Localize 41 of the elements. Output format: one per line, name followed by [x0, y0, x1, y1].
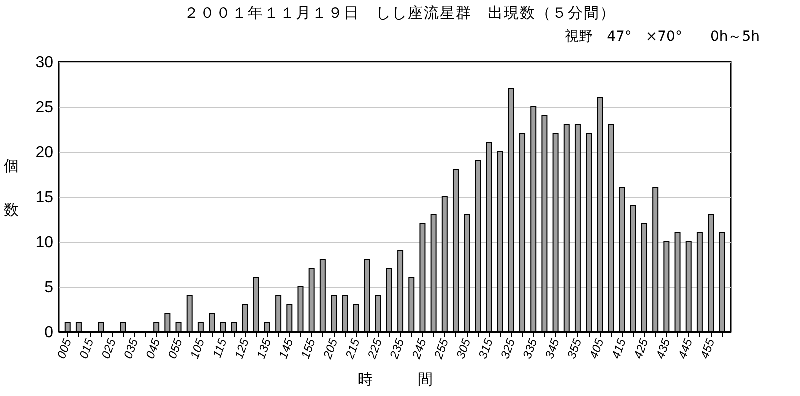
x-tick-label: 145: [276, 336, 296, 361]
x-tick-label: 035: [120, 336, 142, 361]
x-tick-label: 425: [631, 336, 652, 361]
x-tick-label: 305: [454, 336, 474, 361]
x-tick-label: 315: [476, 336, 496, 361]
x-tick-label: 335: [520, 336, 540, 361]
x-tick-label: 155: [298, 336, 319, 361]
x-tick-label: 105: [188, 336, 208, 361]
x-tick-label: 235: [386, 336, 408, 362]
x-tick-label: 135: [254, 336, 274, 361]
x-tick-label: 025: [98, 336, 119, 361]
x-tick-label: 415: [608, 336, 630, 361]
x-axis-title: 時 間: [358, 370, 433, 388]
x-tick-label: 115: [210, 336, 230, 360]
x-tick-label: 215: [342, 336, 363, 362]
y-tick-label: 5: [44, 280, 54, 296]
x-tick-label: 445: [675, 336, 696, 361]
y-tick-label: 20: [36, 144, 54, 162]
x-tick-label: 245: [408, 336, 430, 362]
chart-subtitle: 視野 47° ×70° 0h～5h: [565, 28, 760, 46]
y-tick-label: 15: [36, 190, 54, 206]
x-tick-label: 455: [698, 336, 718, 361]
x-tick-label: 225: [364, 336, 386, 362]
x-tick-label: 255: [431, 336, 452, 362]
x-tick-label: 345: [542, 336, 562, 361]
x-tick-label: 325: [498, 336, 518, 361]
x-tick-label: 055: [165, 336, 186, 361]
y-tick-label: 25: [36, 100, 54, 116]
chart-title: ２００１年１１月１９日 しし座流星群 出現数（５分間）: [183, 4, 617, 23]
x-tick-label: 005: [54, 336, 75, 361]
x-tick-label: 045: [143, 336, 164, 361]
y-axis-title: 個数: [3, 147, 21, 235]
y-tick-label: 10: [36, 234, 54, 252]
x-tick-label: 435: [653, 336, 674, 361]
x-tick-label: 405: [586, 336, 607, 361]
x-tick-label: 355: [564, 336, 585, 361]
y-tick-label: 0: [44, 324, 54, 342]
x-tick-label: 205: [320, 336, 341, 362]
y-tick-label: 30: [36, 54, 54, 72]
x-tick-label: 015: [76, 336, 97, 361]
x-tick-label: 125: [232, 336, 252, 361]
